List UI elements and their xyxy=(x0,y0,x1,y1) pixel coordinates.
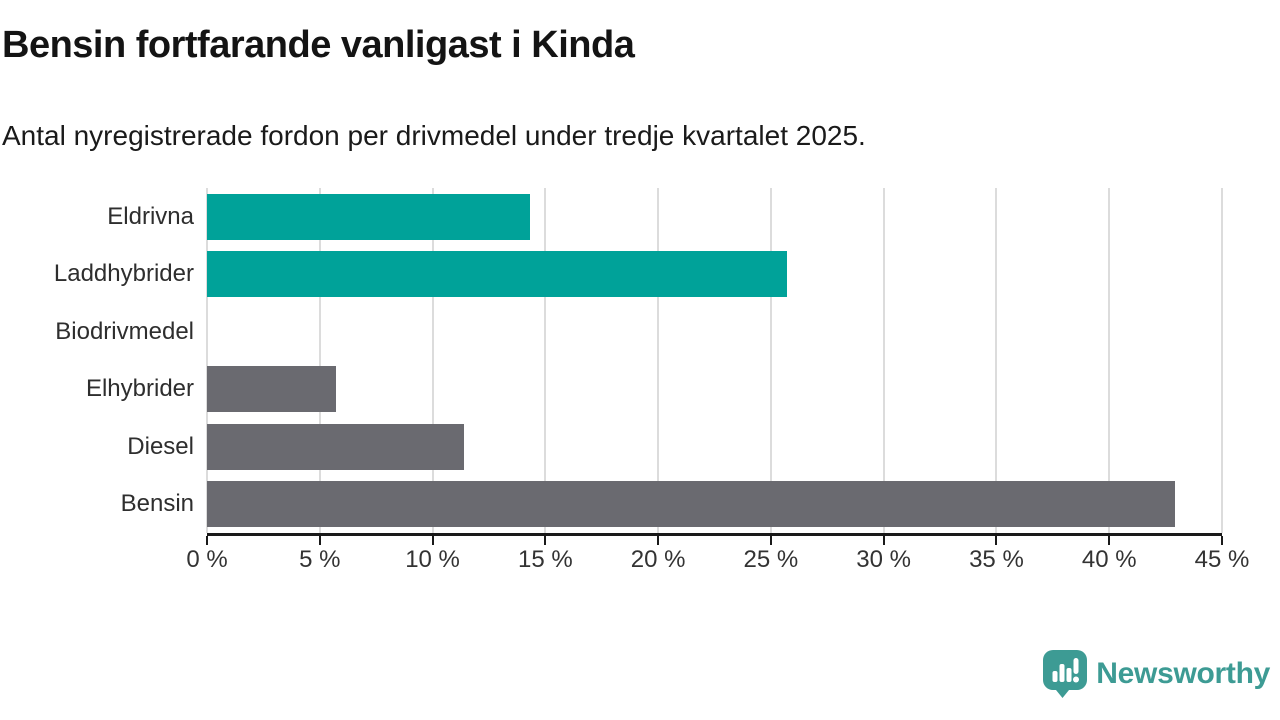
bar-row xyxy=(207,246,1222,304)
x-tick-label: 40 % xyxy=(1081,546,1137,573)
x-tick-label: 30 % xyxy=(856,546,912,573)
grid-line xyxy=(1108,188,1111,533)
grid-line xyxy=(995,188,998,533)
y-axis-labels: Eldrivna Laddhybrider Biodrivmedel Elhybrid… xyxy=(0,188,194,533)
chart-title: Bensin fortfarande vanligast i Kinda xyxy=(2,24,635,66)
x-tick xyxy=(995,536,998,545)
y-axis-label: Laddhybrider xyxy=(53,260,194,288)
chart-subtitle: Antal nyregistrerade fordon per drivmede… xyxy=(2,120,866,151)
x-tick-label: 35 % xyxy=(969,546,1024,573)
bar-row xyxy=(207,418,1222,476)
bar xyxy=(207,251,787,298)
y-axis-label: Eldrivna xyxy=(107,202,194,230)
x-tick-label: 5 % xyxy=(299,546,341,573)
grid-line xyxy=(318,188,321,533)
grid-line xyxy=(431,188,434,533)
x-tick-label: 25 % xyxy=(743,546,799,573)
x-tick xyxy=(1221,536,1223,545)
x-tick-label: 20 % xyxy=(630,546,686,573)
grid-line xyxy=(657,188,660,533)
x-tick-label: 10 % xyxy=(405,546,460,573)
x-tick xyxy=(1108,536,1111,545)
y-axis-label: Diesel xyxy=(127,432,194,460)
x-tick xyxy=(882,536,885,545)
x-tick xyxy=(769,536,772,545)
brand-wordmark: Newsworthy xyxy=(1096,657,1270,690)
y-axis-label: Biodrivmedel xyxy=(55,317,194,345)
bar xyxy=(207,423,465,470)
x-tick xyxy=(431,536,434,545)
plot-area xyxy=(206,188,1223,536)
bar xyxy=(207,481,1175,528)
grid-line xyxy=(769,188,772,533)
x-tick xyxy=(544,536,547,545)
bar xyxy=(207,193,530,240)
x-tick-label: 0 % xyxy=(186,546,228,573)
bar-row xyxy=(207,476,1222,534)
bar-row xyxy=(207,303,1222,361)
x-tick xyxy=(657,536,660,545)
y-axis-label: Bensin xyxy=(120,490,194,518)
x-tick-label: 45 % xyxy=(1194,546,1250,573)
bar-row xyxy=(207,188,1222,246)
grid-line xyxy=(206,188,208,533)
newsworthy-speech-bubble-chart-icon xyxy=(1043,650,1088,698)
bar-row xyxy=(207,361,1222,419)
grid-line xyxy=(1221,188,1223,533)
x-tick xyxy=(206,536,208,545)
brand-logo: Newsworthy xyxy=(1043,650,1270,698)
x-tick-label: 15 % xyxy=(517,546,573,573)
y-axis-label: Elhybrider xyxy=(85,375,194,403)
grid-line xyxy=(544,188,547,533)
x-tick xyxy=(318,536,321,545)
x-axis: 0 % 5 % 10 % 15 % 20 % 25 % 30 % 35 % 40 % 45 % xyxy=(186,536,1249,586)
bar xyxy=(207,366,336,413)
grid-line xyxy=(882,188,885,533)
